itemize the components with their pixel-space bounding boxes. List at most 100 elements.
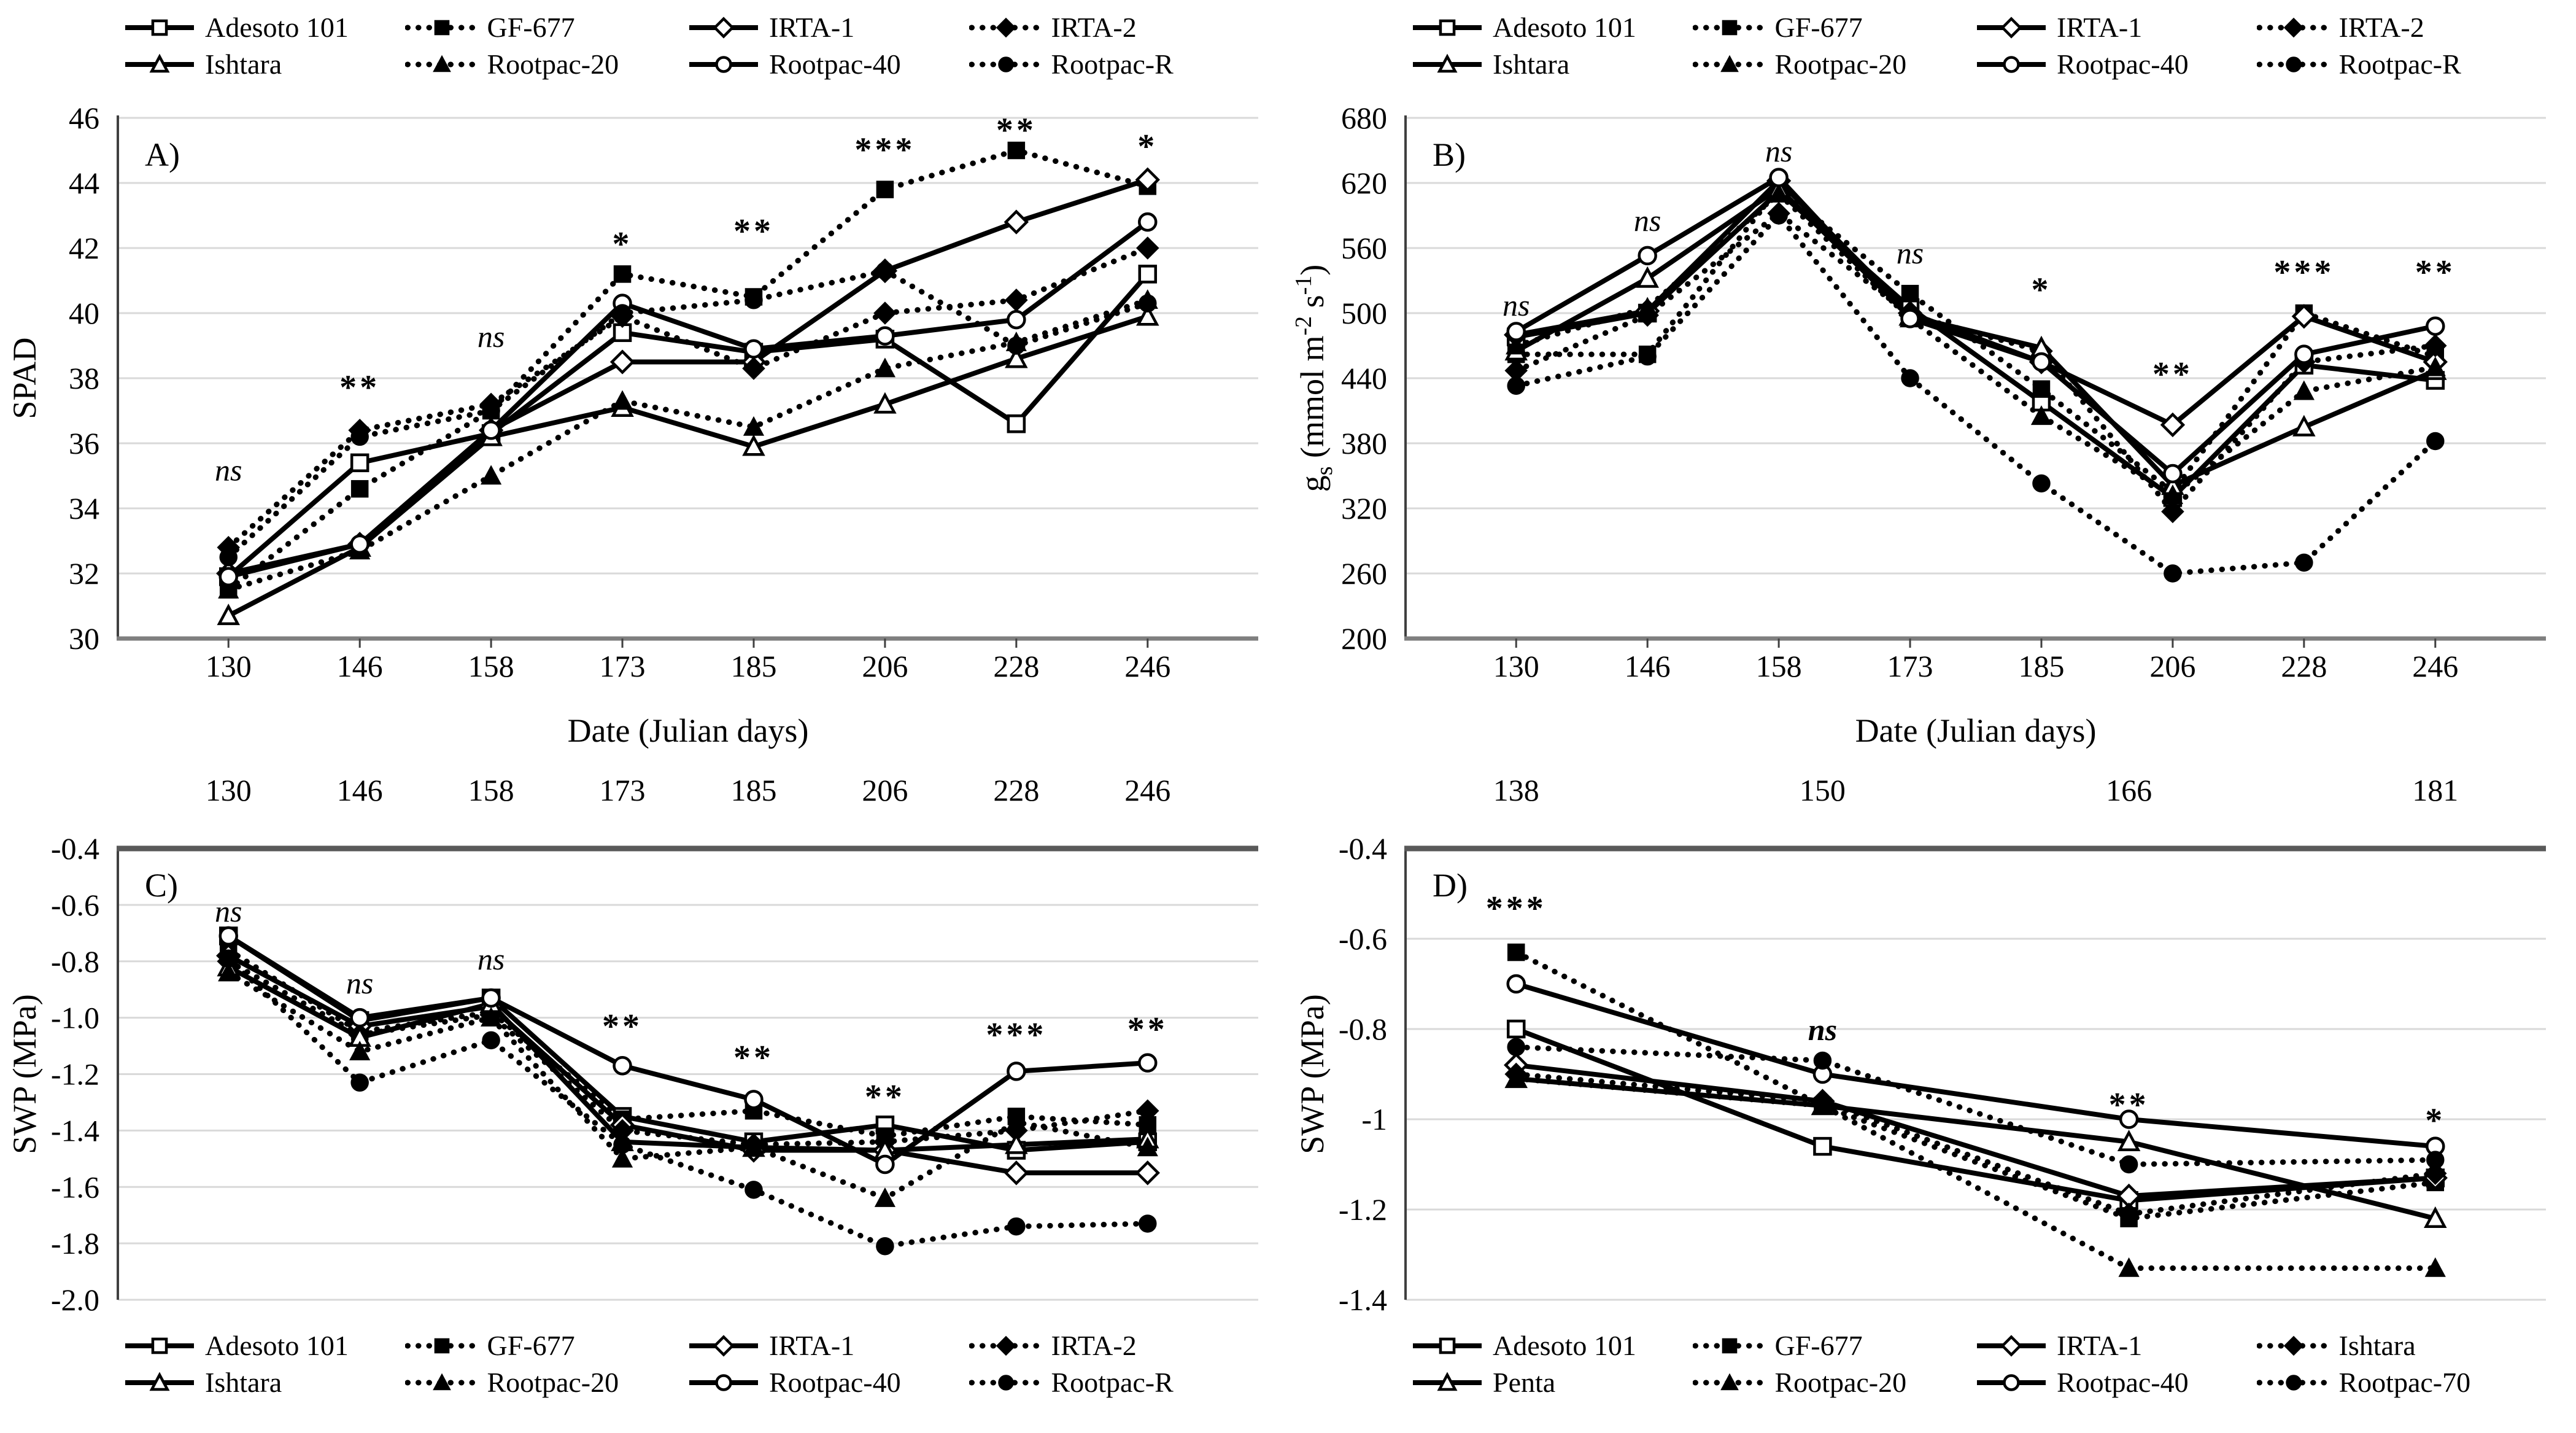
legend-label: IRTA-2 xyxy=(1051,1330,1137,1361)
chart-panel-B: 680 620 560 500 440 380 320 260 200 130 146 158 173 1… xyxy=(1291,101,2546,749)
y-tick-label: 620 xyxy=(1341,166,1387,200)
filled-triangle-marker-icon xyxy=(2424,356,2446,376)
legend-label: Ishtara xyxy=(1493,49,1570,80)
legend-panel-D: Adesoto 101 GF-677 IRTA-1 Ishtara Penta Rootp… xyxy=(1288,1326,2575,1433)
y-tick-label: 500 xyxy=(1341,296,1387,330)
legend-item-gf-677: GF-677 xyxy=(1692,14,1975,42)
legend-item-rootpac-r: Rootpac-R xyxy=(969,1369,1251,1397)
filled-triangle-marker-icon xyxy=(1720,55,1739,72)
solid-line-swatch-icon xyxy=(1413,1337,1482,1354)
filled-diamond-marker-icon xyxy=(742,357,765,380)
y-axis-title: gs (mmol m-2 s-1) xyxy=(1291,265,1337,492)
dotted-line-swatch-icon xyxy=(404,55,479,72)
dotted-line-swatch-icon xyxy=(969,1335,1043,1356)
legend-label: IRTA-1 xyxy=(769,1330,855,1361)
y-tick-label: 46 xyxy=(69,101,99,135)
filled-circle-marker-icon xyxy=(1007,336,1026,355)
solid-line-swatch-icon xyxy=(125,53,194,73)
y-tick-label: -0.6 xyxy=(1339,922,1387,956)
significance-annotation: ns xyxy=(346,966,373,1000)
x-tick-label: 138 xyxy=(1493,773,1539,807)
open-diamond-marker-icon xyxy=(2160,412,2186,438)
solid-line-swatch-icon xyxy=(689,1374,758,1391)
panel-C-swp-chart: -0.4 -0.6 -0.8 -1.0 -1.2 -1.4 -1.6 -1.8 -2.0 130 1… xyxy=(0,761,1288,1433)
legend-label: IRTA-2 xyxy=(2338,12,2424,43)
open-circle-marker-icon xyxy=(1138,1053,1158,1073)
y-tick-label: -0.4 xyxy=(51,831,99,866)
y-tick-label: -0.8 xyxy=(1339,1012,1387,1046)
filled-triangle-marker-icon xyxy=(349,1041,371,1060)
open-diamond-marker-icon xyxy=(2000,1335,2022,1357)
open-circle-marker-icon xyxy=(875,326,895,346)
x-tick-label: 185 xyxy=(2018,649,2064,683)
dotted-line-swatch-icon xyxy=(404,1373,479,1391)
significance-annotation: ns xyxy=(1808,1012,1837,1047)
legend-label: Ishtara xyxy=(2338,1330,2416,1361)
filled-triangle-marker-icon xyxy=(874,357,895,378)
legend-label: Adesoto 101 xyxy=(205,1330,349,1361)
legend-item-gf-677: GF-677 xyxy=(1692,1332,1975,1360)
open-circle-marker-icon xyxy=(481,421,501,440)
open-square-marker-icon xyxy=(151,1337,168,1354)
legend-label: Ishtara xyxy=(205,49,282,80)
legend-label: Rootpac-R xyxy=(2338,49,2461,80)
legend-label: Rootpac-20 xyxy=(487,49,619,80)
open-triangle-marker-icon xyxy=(1136,304,1159,326)
series-line-rootpac-40 xyxy=(228,220,1150,580)
filled-triangle-marker-icon xyxy=(432,55,451,72)
left-column: Adesoto 101 GF-677 IRTA-1 IRTA-2 Ishtara Root… xyxy=(0,0,1288,1427)
significance-annotation: ** xyxy=(2152,355,2193,394)
x-tick-label: 150 xyxy=(1800,773,1846,807)
y-tick-label: -0.8 xyxy=(51,944,99,979)
y-tick-label: -2.0 xyxy=(51,1283,99,1317)
series-line-ishtara xyxy=(227,965,1148,1153)
y-tick-label: -1.4 xyxy=(51,1113,99,1148)
open-circle-marker-icon xyxy=(2163,464,2183,484)
y-tick-label: -0.6 xyxy=(51,888,99,922)
legend-item-rootpac-r: Rootpac-R xyxy=(2256,49,2539,80)
filled-circle-marker-icon xyxy=(2426,432,2445,451)
panel-B-gs-chart: Adesoto 101 GF-677 IRTA-1 IRTA-2 Ishtara Root… xyxy=(1288,0,2575,761)
series-line-rootpac-r xyxy=(225,955,1151,1249)
x-tick-label: 146 xyxy=(337,773,383,807)
legend-label: IRTA-1 xyxy=(2057,1330,2143,1361)
significance-annotation: *** xyxy=(986,1016,1046,1054)
dotted-line-swatch-icon xyxy=(1692,1338,1766,1354)
y-tick-label: 320 xyxy=(1341,491,1387,526)
solid-line-swatch-icon xyxy=(125,1372,194,1391)
legend-item-rootpac-20: Rootpac-20 xyxy=(404,49,687,80)
filled-triangle-marker-icon xyxy=(2118,1257,2140,1277)
legend-label: IRTA-2 xyxy=(1051,12,1137,43)
solid-line-swatch-icon xyxy=(1413,19,1482,36)
filled-triangle-marker-icon xyxy=(1005,1111,1027,1131)
significance-annotation: ** xyxy=(1127,1011,1168,1049)
filled-triangle-marker-icon xyxy=(1720,1373,1739,1391)
open-diamond-marker-icon xyxy=(1004,209,1029,235)
filled-triangle-marker-icon xyxy=(611,390,633,410)
filled-triangle-marker-icon xyxy=(874,1187,895,1207)
significance-annotation: ns xyxy=(1503,288,1530,322)
series-line-gf-677 xyxy=(225,147,1151,592)
legend-label: Rootpac-40 xyxy=(2057,49,2189,80)
filled-circle-marker-icon xyxy=(997,56,1014,72)
y-tick-label: 44 xyxy=(69,166,99,200)
significance-annotation: * xyxy=(2031,271,2051,309)
open-diamond-marker-icon xyxy=(1135,1160,1160,1186)
filled-diamond-marker-icon xyxy=(2117,1202,2141,1226)
significance-annotation: ns xyxy=(215,452,242,487)
filled-triangle-marker-icon xyxy=(2424,1257,2446,1277)
open-triangle-marker-icon xyxy=(1437,53,1458,73)
filled-triangle-marker-icon xyxy=(481,1006,502,1027)
significance-annotation: ns xyxy=(215,894,242,928)
series-line-irta-1 xyxy=(1515,1062,2436,1198)
open-square-marker-icon xyxy=(350,453,369,473)
legend-item-irta-2: IRTA-2 xyxy=(969,1332,1251,1360)
filled-square-marker-icon xyxy=(350,480,369,498)
significance-annotation: ** xyxy=(2109,1086,2149,1124)
open-square-marker-icon xyxy=(1439,19,1456,36)
open-triangle-marker-icon xyxy=(2292,414,2316,437)
significance-annotation: *** xyxy=(2273,254,2334,292)
filled-circle-marker-icon xyxy=(219,949,238,968)
open-circle-marker-icon xyxy=(744,1090,764,1109)
x-tick-label: 228 xyxy=(2281,649,2327,683)
